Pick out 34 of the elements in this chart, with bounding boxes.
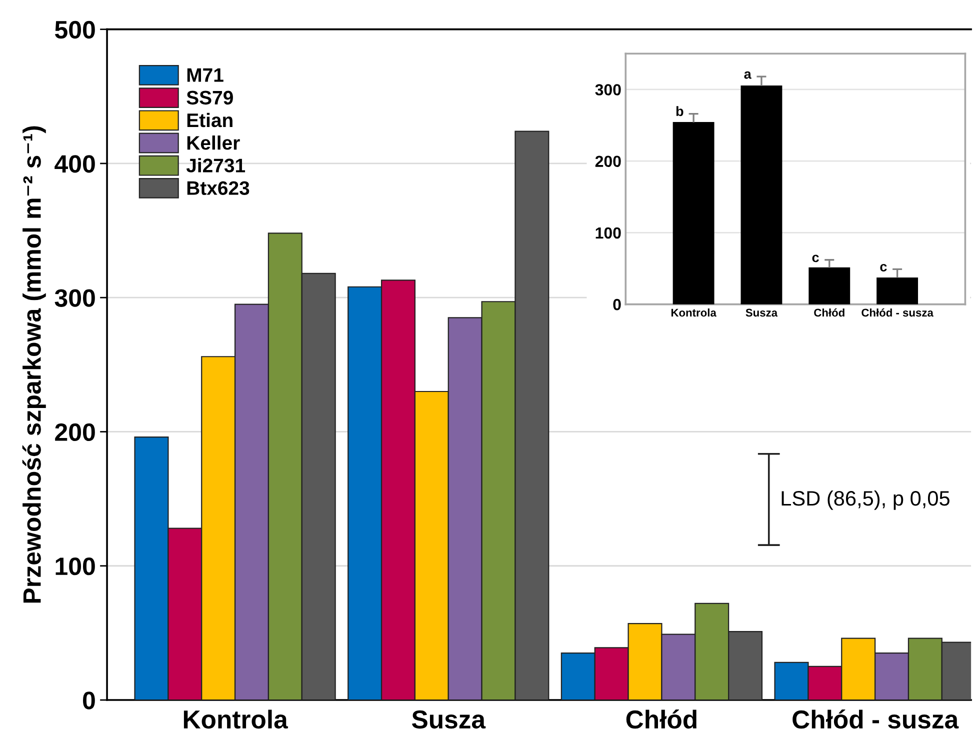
legend-label: Etian <box>187 112 232 128</box>
bar <box>672 122 714 304</box>
y-tick-label: 400 <box>54 155 95 173</box>
bar <box>740 86 782 304</box>
y-tick-label: 500 <box>54 20 95 39</box>
y-tick-label: 0 <box>83 692 95 710</box>
x-tick-label: Chłód - susza <box>792 710 959 729</box>
x-tick-label: Chłód <box>814 308 844 317</box>
y-tick-label: 100 <box>56 557 95 576</box>
y-tick-label: 200 <box>55 423 95 442</box>
x-tick-label: Chłód - susza <box>862 308 934 317</box>
annotation: c <box>812 254 819 262</box>
x-tick-label: Susza <box>412 710 486 729</box>
annotation: LSD (86,5), p 0,05 <box>782 490 950 510</box>
y-tick-label: 200 <box>595 156 621 168</box>
legend-label: M71 <box>187 68 224 82</box>
legend-label: SS79 <box>186 90 233 105</box>
bar <box>808 267 850 304</box>
legend-label: Btx623 <box>187 181 250 196</box>
annotation: a <box>744 71 752 79</box>
legend-label: Ji2731 <box>186 158 246 172</box>
y-axis-title: Przewodność szparkowa (mmol m⁻² s⁻¹) <box>22 126 46 603</box>
y-tick-label: 300 <box>54 289 95 307</box>
y-tick-label: 300 <box>595 84 621 96</box>
y-tick-label: 100 <box>596 227 621 239</box>
x-tick-label: Kontrola <box>184 710 288 729</box>
annotation: c <box>880 264 887 272</box>
bar <box>876 277 918 304</box>
annotation: b <box>676 106 684 116</box>
x-tick-label: Chłód <box>626 710 696 729</box>
y-tick-label: 0 <box>613 298 621 310</box>
x-tick-label: Susza <box>746 308 778 317</box>
legend-label: Keller <box>187 135 240 150</box>
x-tick-label: Kontrola <box>671 308 716 317</box>
